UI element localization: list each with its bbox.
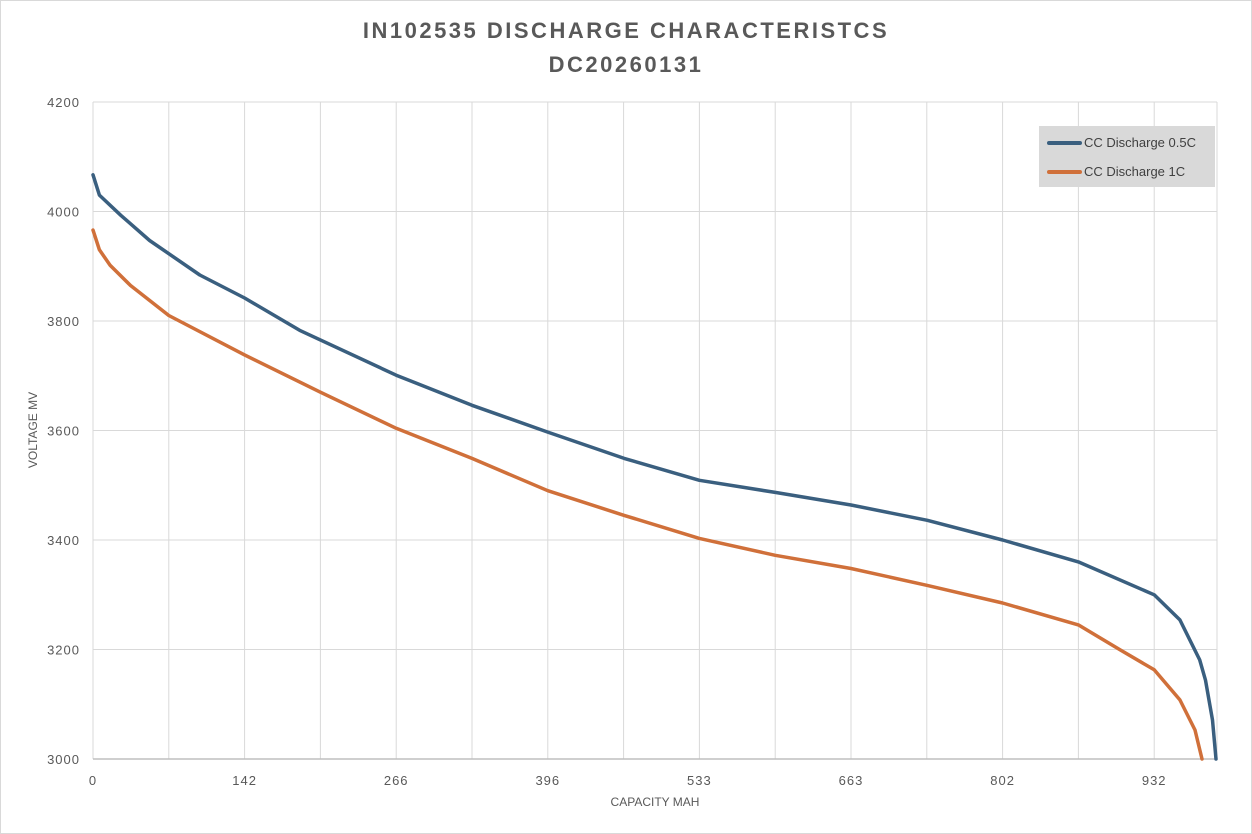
- y-tick-label: 3600: [47, 424, 80, 439]
- series-line-0: [91, 173, 1218, 761]
- chart-title: IN102535 DISCHARGE CHARACTERISTCS: [362, 18, 890, 43]
- legend-item-1c: CC Discharge 1C: [1047, 164, 1185, 179]
- x-tick-label: 932: [1142, 773, 1167, 788]
- chart-subtitle: DC20260131: [548, 52, 704, 77]
- x-tick-label: 0: [89, 773, 97, 788]
- x-tick-label: 802: [990, 773, 1015, 788]
- y-tick-label: 4200: [47, 95, 80, 110]
- legend-swatch-1c: [1047, 169, 1082, 174]
- legend-label-0.5c: CC Discharge 0.5C: [1084, 135, 1196, 150]
- legend-item-0.5c: CC Discharge 0.5C: [1047, 135, 1196, 150]
- y-tick-label: 3000: [47, 752, 80, 767]
- x-tick-label: 396: [535, 773, 560, 788]
- legend: CC Discharge 0.5C CC Discharge 1C: [1039, 126, 1215, 187]
- x-tick-label: 663: [839, 773, 864, 788]
- x-axis-label: CAPACITY MAH: [611, 795, 700, 809]
- x-tick-label: 533: [687, 773, 712, 788]
- y-axis-label: VOLTAGE MV: [26, 392, 40, 468]
- y-tick-label: 3400: [47, 533, 80, 548]
- y-tick-label: 4000: [47, 205, 80, 220]
- x-tick-label: 142: [232, 773, 257, 788]
- x-tick-label: 266: [384, 773, 409, 788]
- y-tick-label: 3200: [47, 643, 80, 658]
- series-line-1: [91, 228, 1204, 761]
- y-tick-label: 3800: [47, 314, 80, 329]
- legend-label-1c: CC Discharge 1C: [1084, 164, 1186, 179]
- legend-swatch-0.5c: [1047, 140, 1082, 145]
